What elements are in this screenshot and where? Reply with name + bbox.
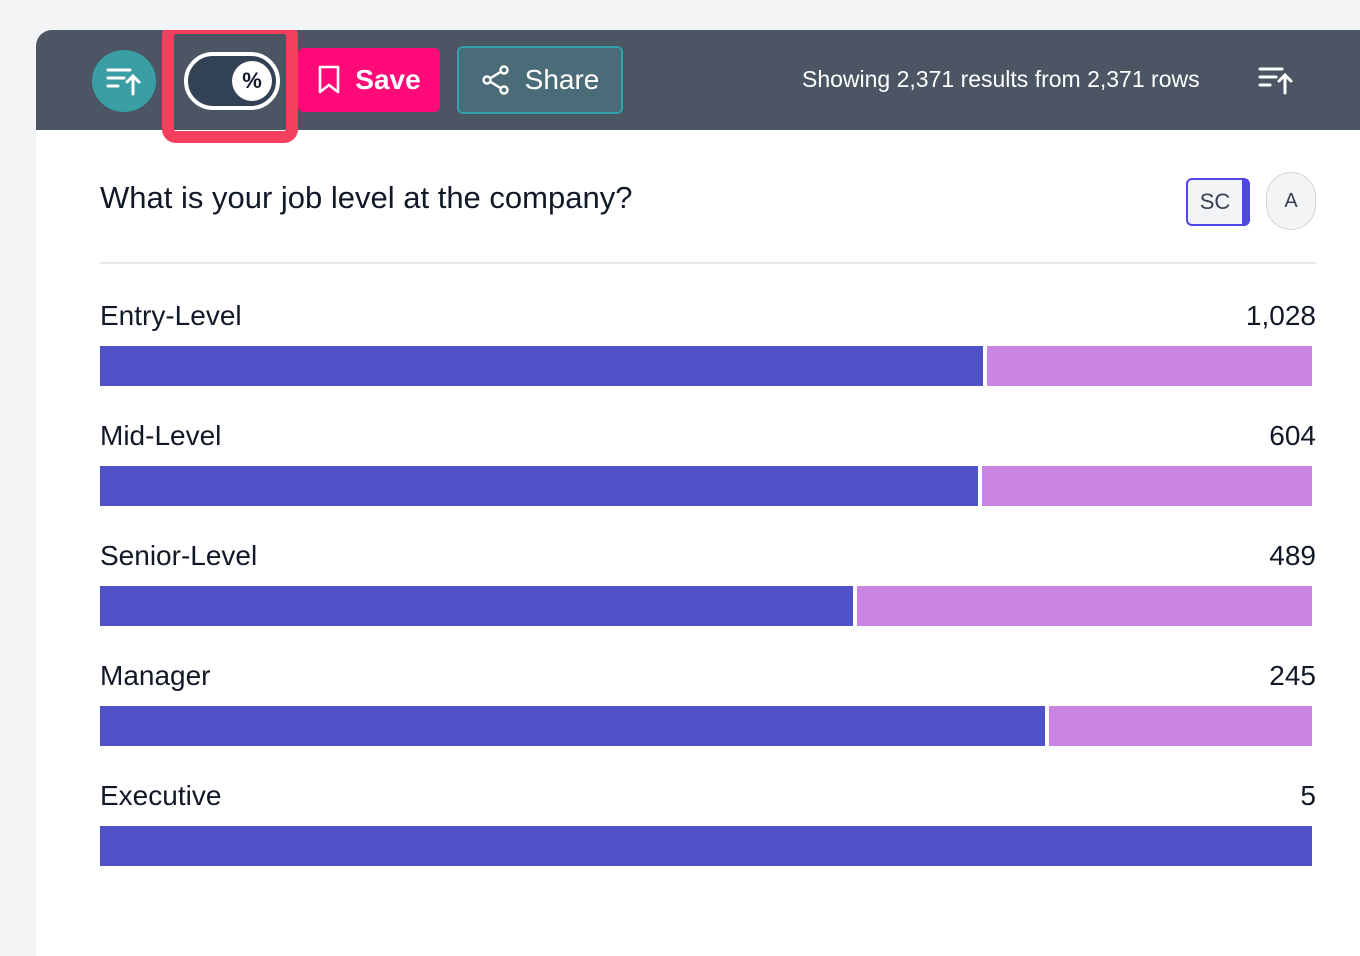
answer-bar[interactable] <box>100 586 1312 626</box>
share-icon <box>481 65 509 95</box>
sort-ascending-icon <box>106 68 141 96</box>
bar-segment-primary[interactable] <box>100 826 1312 866</box>
percentage-toggle[interactable]: % <box>184 52 280 110</box>
percent-icon: % <box>242 68 262 93</box>
bar-segment-secondary[interactable] <box>982 466 1312 506</box>
answer-row: Manager 245 <box>100 660 1316 770</box>
answer-label: Entry-Level <box>100 300 242 331</box>
answer-label: Senior-Level <box>100 540 258 571</box>
save-label: Save <box>355 64 421 95</box>
bar-segment-primary[interactable] <box>100 586 853 626</box>
share-button[interactable]: Share <box>457 46 623 114</box>
answer-count: 1,028 <box>1245 300 1316 331</box>
answer-count: 5 <box>1300 780 1316 811</box>
answer-row: Senior-Level 489 <box>100 540 1316 650</box>
sort-ascending-icon <box>1258 67 1293 95</box>
answer-row: Mid-Level 604 <box>100 420 1316 530</box>
bar-segment-secondary[interactable] <box>987 346 1312 386</box>
answer-row: Entry-Level 1,028 <box>100 300 1316 410</box>
share-label: Share <box>524 64 600 95</box>
a-view-button[interactable]: A <box>1266 172 1316 230</box>
toggle-knob: % <box>232 61 272 101</box>
bar-segment-secondary[interactable] <box>857 586 1312 626</box>
sc-view-button[interactable]: SC <box>1186 178 1250 226</box>
results-count-text: Showing 2,371 results from 2,371 rows <box>802 66 1200 92</box>
bar-segment-primary[interactable] <box>100 466 978 506</box>
sc-label: SC <box>1199 189 1231 214</box>
answer-count: 245 <box>1269 660 1316 691</box>
toolbar: % Save Share Showing 2,371 results from <box>36 30 1360 143</box>
save-button[interactable]: Save <box>298 48 440 112</box>
answer-bar[interactable] <box>100 466 1312 506</box>
a-label: A <box>1284 189 1298 212</box>
answer-bar[interactable] <box>100 826 1312 866</box>
bar-segment-secondary[interactable] <box>1049 706 1312 746</box>
divider <box>100 262 1316 264</box>
answer-label: Executive <box>100 780 222 811</box>
bar-segment-primary[interactable] <box>100 706 1045 746</box>
answer-bar[interactable] <box>100 706 1312 746</box>
answer-row: Executive 5 <box>100 780 1316 890</box>
sort-order-button[interactable] <box>1256 60 1296 100</box>
results-panel: % Save Share Showing 2,371 results from <box>36 30 1360 956</box>
answer-count: 604 <box>1269 420 1316 451</box>
answer-count: 489 <box>1269 540 1316 571</box>
bookmark-icon <box>318 65 340 94</box>
answer-label: Manager <box>100 660 211 691</box>
answer-bar[interactable] <box>100 346 1312 386</box>
highlight-box <box>162 30 298 143</box>
question-title: What is your job level at the company? <box>100 180 633 215</box>
bar-segment-primary[interactable] <box>100 346 983 386</box>
answer-label: Mid-Level <box>100 420 222 451</box>
sort-button[interactable] <box>92 50 156 112</box>
